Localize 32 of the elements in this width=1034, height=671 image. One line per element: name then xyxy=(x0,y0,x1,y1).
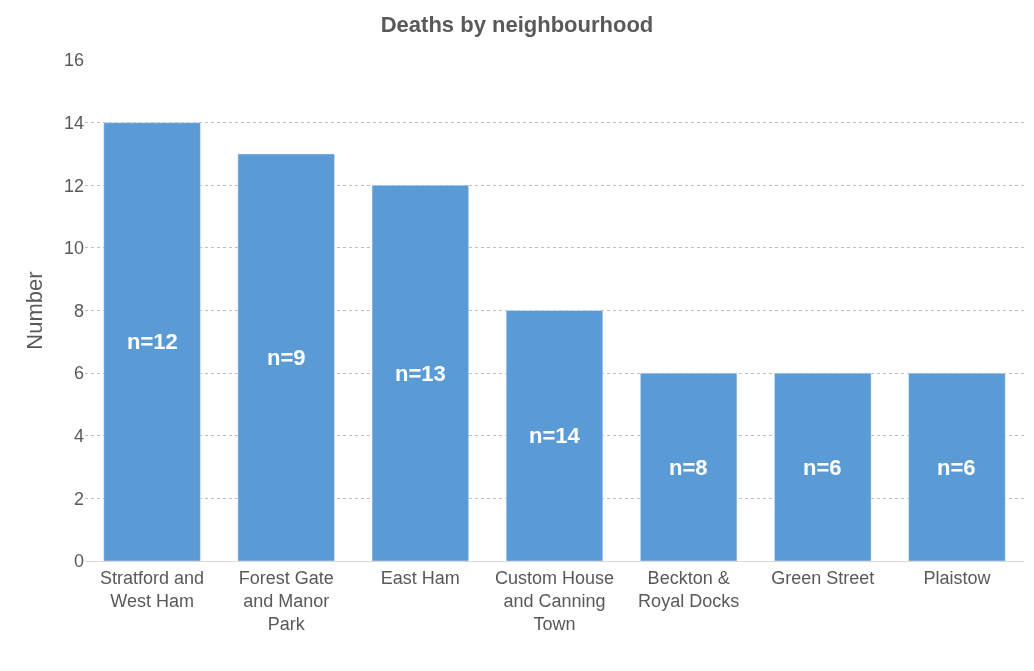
annotation: n=8 xyxy=(669,455,708,480)
bar xyxy=(640,372,738,561)
chart-title: Deaths by neighbourhood xyxy=(380,12,654,38)
y-tick-label: 4 xyxy=(73,426,84,447)
x-tick-label: Green Street xyxy=(771,567,875,588)
x-tick-label: Custom House and Canning Town xyxy=(494,567,615,635)
x-tick-label: East Ham xyxy=(380,567,460,588)
annotation: n=12 xyxy=(127,329,178,354)
y-tick-label: 16 xyxy=(63,50,84,71)
y-tick-label: 6 xyxy=(73,363,84,384)
y-tick-label: 12 xyxy=(63,175,84,196)
bar xyxy=(237,153,335,561)
bar xyxy=(908,372,1006,561)
y-tick-label: 8 xyxy=(73,300,84,321)
annotation: n=9 xyxy=(267,345,306,370)
y-tick-label: 0 xyxy=(73,551,84,572)
annotation: n=6 xyxy=(937,455,976,480)
bar xyxy=(371,185,469,561)
bar xyxy=(774,372,872,561)
annotation: n=13 xyxy=(395,361,446,386)
annotation: n=14 xyxy=(529,423,581,448)
y-axis-title: Number xyxy=(21,271,47,350)
x-tick-label: Plaistow xyxy=(923,567,992,588)
x-tick-label: Stratford and West Ham xyxy=(100,567,205,611)
x-tick-label: Beckton & Royal Docks xyxy=(638,567,740,611)
bar xyxy=(505,310,604,561)
y-tick-label: 14 xyxy=(63,112,84,133)
y-tick-label: 10 xyxy=(63,238,84,259)
annotation: n=6 xyxy=(803,455,842,480)
y-tick-label: 2 xyxy=(73,488,84,509)
bar xyxy=(103,122,201,561)
x-tick-label: Forest Gate and Manor Park xyxy=(238,567,334,635)
